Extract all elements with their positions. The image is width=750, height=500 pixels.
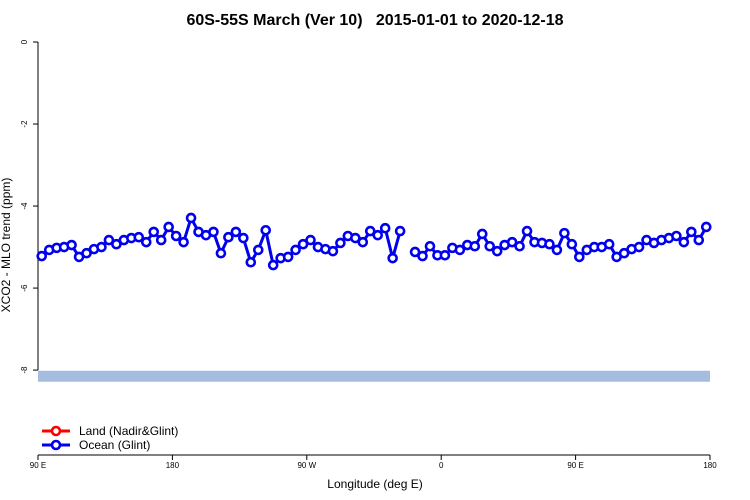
series-marker — [394, 225, 406, 237]
legend-marker — [50, 425, 62, 437]
series-marker — [170, 230, 182, 242]
series-marker — [417, 250, 428, 262]
series-marker — [36, 250, 48, 262]
series-marker — [476, 228, 488, 240]
series-marker — [155, 234, 167, 246]
series-marker — [163, 221, 174, 233]
series-marker — [350, 232, 361, 244]
series-marker — [633, 241, 645, 253]
series-marker — [148, 226, 160, 238]
series-marker — [335, 237, 346, 249]
x-tick-label: 90 W — [297, 461, 316, 470]
series-marker — [267, 259, 279, 271]
x-axis-label: Longitude (deg E) — [327, 477, 422, 491]
series-marker — [372, 229, 384, 241]
series-marker — [252, 244, 264, 256]
series-marker — [439, 249, 451, 261]
x-tick-label: 90 E — [30, 461, 46, 470]
series-marker — [424, 240, 436, 252]
series-marker — [387, 252, 398, 264]
x-tick-label: 0 — [439, 461, 444, 470]
series-marker — [230, 226, 242, 238]
series-marker — [521, 225, 533, 237]
series-marker — [133, 231, 145, 243]
series-marker — [208, 226, 219, 238]
series-marker — [491, 245, 503, 257]
series-marker — [514, 240, 525, 252]
legend-marker — [50, 439, 62, 451]
series-marker — [506, 236, 518, 248]
series-marker — [364, 225, 376, 237]
series-marker — [305, 234, 316, 246]
series-marker — [282, 251, 294, 263]
series-marker — [290, 244, 301, 256]
series-marker — [379, 222, 391, 234]
series-marker — [223, 231, 234, 243]
series-marker — [484, 240, 496, 252]
x-tick-label: 180 — [166, 461, 180, 470]
series-marker — [297, 238, 309, 250]
series-marker — [111, 238, 122, 250]
series-marker — [574, 251, 585, 263]
y-tick-label: -2 — [20, 120, 29, 128]
legend-label: Ocean (Glint) — [79, 438, 150, 452]
x-tick-label: 90 E — [567, 461, 583, 470]
series-marker — [469, 240, 481, 252]
series-marker — [185, 212, 197, 224]
y-axis-label: XCO2 - MLO trend (ppm) — [0, 178, 13, 313]
series-marker — [238, 232, 249, 244]
series-marker — [603, 238, 615, 250]
series-marker — [103, 234, 115, 246]
series-marker — [671, 230, 682, 242]
series-marker — [551, 244, 563, 256]
series-marker — [357, 236, 369, 248]
series-marker — [409, 246, 421, 258]
series-marker — [81, 247, 92, 259]
series-marker — [178, 236, 189, 248]
series-marker — [618, 247, 630, 259]
series-marker — [66, 239, 77, 251]
series-marker — [678, 236, 690, 248]
legend-label: Land (Nadir&Glint) — [79, 424, 178, 438]
series-marker — [454, 244, 466, 256]
y-tick-label: -6 — [20, 284, 29, 292]
x-tick-label: 180 — [703, 461, 717, 470]
y-tick-label: -4 — [20, 202, 29, 210]
series-marker — [700, 221, 712, 233]
series-marker — [260, 224, 272, 236]
chart-title: 60S-55S March (Ver 10) 2015-01-01 to 202… — [186, 12, 563, 29]
series-marker — [96, 241, 107, 253]
series-marker — [215, 247, 227, 259]
y-tick-label: 0 — [20, 39, 29, 44]
series-marker — [245, 256, 257, 268]
series-marker — [693, 234, 705, 246]
y-tick-label: -8 — [20, 366, 29, 374]
series-marker — [327, 245, 339, 257]
series-marker — [544, 238, 555, 250]
series-marker — [140, 236, 152, 248]
series-marker — [566, 238, 578, 250]
series-marker — [686, 226, 697, 238]
series-marker — [559, 227, 570, 239]
